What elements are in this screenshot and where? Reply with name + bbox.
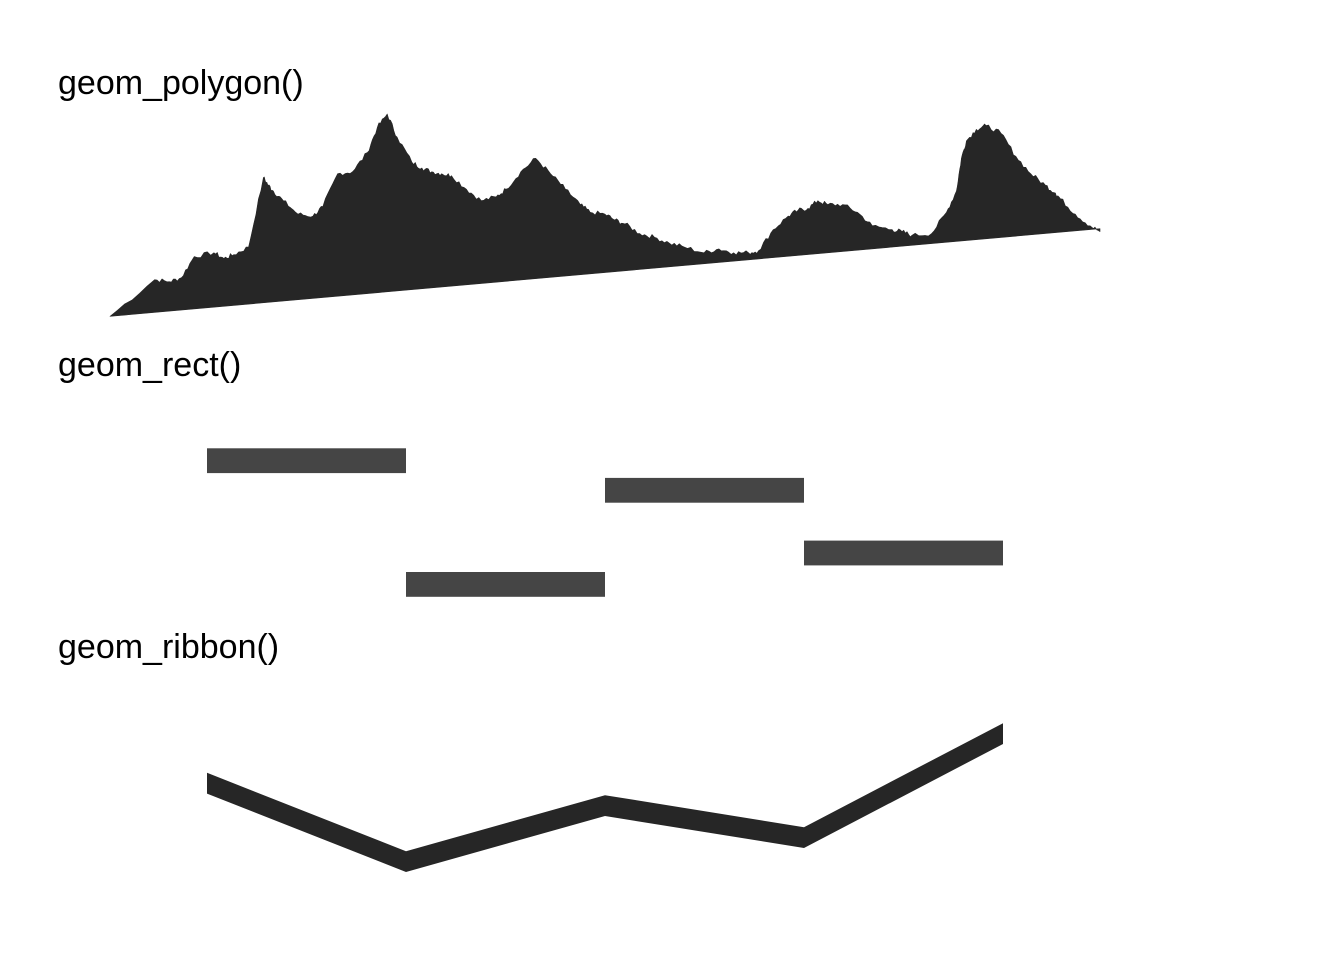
polygon-panel: geom_polygon(): [0, 0, 1344, 330]
polygon-area: [109, 113, 1101, 317]
rect-3: [605, 477, 804, 503]
polygon-panel-title: geom_polygon(): [58, 64, 304, 102]
rect-panel-title: geom_rect(): [58, 346, 242, 384]
rect-4: [804, 540, 1003, 566]
rect-panel: geom_rect(): [0, 330, 1344, 612]
rect-2: [406, 572, 605, 597]
ribbon-panel: geom_ribbon(): [0, 612, 1344, 960]
polygon-plot: [109, 113, 1101, 317]
ribbon-plot: [207, 723, 1003, 872]
rect-1: [207, 448, 406, 474]
rect-plot: [207, 448, 1003, 597]
ribbon-band: [207, 723, 1003, 872]
ribbon-panel-title: geom_ribbon(): [58, 628, 280, 666]
